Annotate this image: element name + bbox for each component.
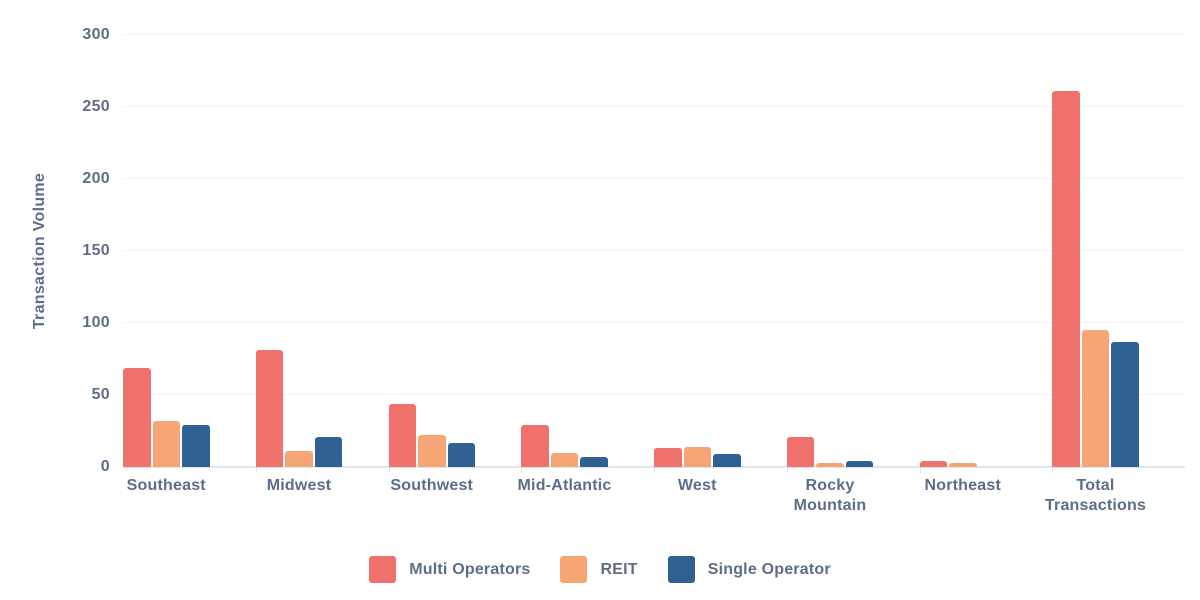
bar-multi-operators-west[interactable] bbox=[654, 448, 682, 467]
x-axis-tick bbox=[1052, 468, 1054, 473]
gridline-0 bbox=[123, 466, 1185, 468]
multi-operators-legend-swatch bbox=[369, 556, 397, 583]
legend-item-single-operator[interactable]: Single Operator bbox=[667, 556, 831, 583]
legend: Multi Operators REIT Single Operator bbox=[0, 556, 1200, 583]
reit-legend-swatch bbox=[560, 556, 588, 583]
x-label-total-transactions: Total Transactions bbox=[1044, 477, 1147, 514]
bar-reit-mid-atlantic[interactable] bbox=[550, 452, 579, 467]
x-label-rocky-mountain: Rocky Mountain bbox=[793, 477, 867, 514]
legend-label: REIT bbox=[600, 560, 638, 578]
y-tick-label-50: 50 bbox=[91, 386, 110, 403]
bar-multi-operators-total-transactions[interactable] bbox=[1052, 91, 1080, 467]
gridline-50 bbox=[123, 394, 1185, 395]
bar-reit-southeast[interactable] bbox=[152, 420, 180, 467]
bar-multi-operators-southeast[interactable] bbox=[123, 367, 151, 467]
x-axis-tick bbox=[919, 468, 921, 473]
plot-area bbox=[123, 34, 1185, 468]
y-tick-label-150: 150 bbox=[82, 242, 110, 259]
bar-reit-northeast[interactable] bbox=[949, 462, 977, 467]
legend-label: Multi Operators bbox=[409, 560, 531, 578]
bar-multi-operators-rocky-mountain[interactable] bbox=[786, 436, 815, 467]
y-tick-label-0: 0 bbox=[100, 458, 110, 475]
bar-single-operator-mid-atlantic[interactable] bbox=[580, 456, 608, 467]
legend-item-multi-operators[interactable]: Multi Operators bbox=[369, 556, 530, 583]
x-label-southwest: Southwest bbox=[390, 477, 474, 494]
gridline-100 bbox=[123, 322, 1185, 323]
x-label-west: West bbox=[677, 477, 717, 494]
bar-single-operator-midwest[interactable] bbox=[314, 436, 343, 467]
bar-multi-operators-midwest[interactable] bbox=[255, 350, 284, 467]
bar-single-operator-west[interactable] bbox=[713, 454, 741, 467]
single-operator-legend-swatch bbox=[667, 556, 695, 583]
x-axis-tick bbox=[388, 468, 390, 473]
gridline-250 bbox=[123, 106, 1185, 107]
x-label-mid-atlantic: Mid-Atlantic bbox=[517, 477, 612, 494]
y-tick-label-300: 300 bbox=[82, 26, 110, 43]
y-tick-label-100: 100 bbox=[82, 314, 110, 331]
bar-reit-rocky-mountain[interactable] bbox=[816, 462, 844, 467]
gridline-200 bbox=[123, 178, 1185, 179]
x-axis-tick bbox=[521, 468, 523, 473]
gridline-150 bbox=[123, 250, 1185, 251]
y-tick-label-200: 200 bbox=[82, 170, 110, 187]
x-label-northeast: Northeast bbox=[924, 477, 1001, 494]
bar-single-operator-southwest[interactable] bbox=[447, 442, 475, 467]
legend-label: Single Operator bbox=[707, 560, 831, 578]
bar-single-operator-rocky-mountain[interactable] bbox=[845, 461, 874, 467]
bar-reit-midwest[interactable] bbox=[285, 451, 313, 467]
bar-multi-operators-southwest[interactable] bbox=[388, 403, 416, 467]
gridline-300 bbox=[123, 34, 1185, 35]
bar-single-operator-total-transactions[interactable] bbox=[1111, 341, 1139, 467]
legend-item-reit[interactable]: REIT bbox=[560, 556, 638, 583]
bar-multi-operators-northeast[interactable] bbox=[919, 461, 947, 467]
x-label-southeast: Southeast bbox=[126, 477, 206, 494]
bar-reit-total-transactions[interactable] bbox=[1081, 330, 1110, 467]
x-axis-tick bbox=[654, 468, 655, 473]
x-axis-tick bbox=[255, 468, 257, 473]
bar-multi-operators-mid-atlantic[interactable] bbox=[521, 425, 549, 467]
y-tick-label-250: 250 bbox=[82, 98, 110, 115]
bar-reit-southwest[interactable] bbox=[418, 435, 446, 467]
x-axis-tick bbox=[786, 468, 788, 473]
bar-reit-west[interactable] bbox=[683, 446, 711, 467]
x-label-midwest: Midwest bbox=[266, 477, 332, 494]
bar-single-operator-southeast[interactable] bbox=[182, 425, 210, 467]
